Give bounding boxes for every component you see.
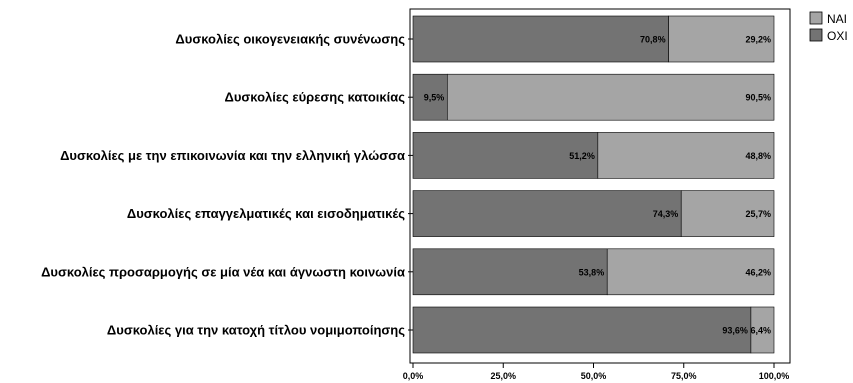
legend-swatch (809, 28, 823, 42)
category-label: Δυσκολίες επαγγελματικές και εισοδηματικ… (127, 206, 405, 221)
x-axis: 0,0% 25,0% 50,0% 75,0% 100,0% (403, 362, 790, 381)
bar-segment-nai (668, 15, 775, 63)
bar-segment-nai (750, 306, 775, 354)
bar-segment-nai (606, 248, 775, 296)
data-label: 93,6% (722, 326, 748, 336)
bar-segment-nai (597, 132, 775, 179)
category-label: Δυσκολίες εύρεσης κατοικίας (224, 90, 405, 105)
data-label: 6,4% (750, 326, 771, 336)
x-tick-label: 25,0% (490, 371, 516, 381)
data-label: 25,7% (745, 209, 771, 219)
category-label: Δυσκολίες προσαρμογής σε μία νέα και άγν… (41, 264, 405, 279)
x-tick-label: 0,0% (403, 371, 424, 381)
bar-segment-oxi (412, 190, 682, 237)
category-label: Δυσκολίες οικογενειακής συνένωσης (175, 32, 405, 47)
data-label: 48,8% (745, 151, 771, 161)
bar-segment-nai (446, 73, 775, 121)
legend-label: ΝΑΙ (827, 12, 847, 26)
bars-layer: 70,8% 29,2% 9,5% 90,5% 51,2% 48,8% 74,3% 25,7% 5… (412, 15, 775, 354)
category-label: Δυσκολίες με την επικοινωνία και την ελλ… (60, 148, 405, 163)
legend-swatch (809, 11, 823, 25)
legend-label: ΟΧΙ (827, 29, 848, 43)
data-label: 9,5% (424, 93, 445, 103)
bar-segment-oxi (412, 306, 752, 354)
category-label: Δυσκολίες για την κατοχή τίτλου νομιμοπο… (107, 323, 405, 338)
bar-segment-oxi (412, 132, 599, 179)
data-label: 70,8% (640, 35, 666, 45)
bar-segment-oxi (412, 73, 448, 121)
x-tick-label: 100,0% (759, 371, 790, 381)
bar-segment-oxi (412, 15, 669, 63)
x-tick-label: 75,0% (671, 371, 697, 381)
legend: ΝΑΙ ΟΧΙ (809, 11, 848, 43)
x-tick-label: 50,0% (581, 371, 607, 381)
plot-frame (409, 8, 791, 364)
data-label: 53,8% (579, 267, 605, 277)
data-label: 74,3% (653, 209, 679, 219)
data-label: 90,5% (745, 93, 771, 103)
data-label: 29,2% (745, 35, 771, 45)
bar-segment-nai (680, 190, 775, 237)
data-label: 51,2% (569, 151, 595, 161)
category-labels: Δυσκολίες οικογενειακής συνένωσης Δυσκολί… (41, 32, 413, 338)
data-label: 46,2% (745, 267, 771, 277)
